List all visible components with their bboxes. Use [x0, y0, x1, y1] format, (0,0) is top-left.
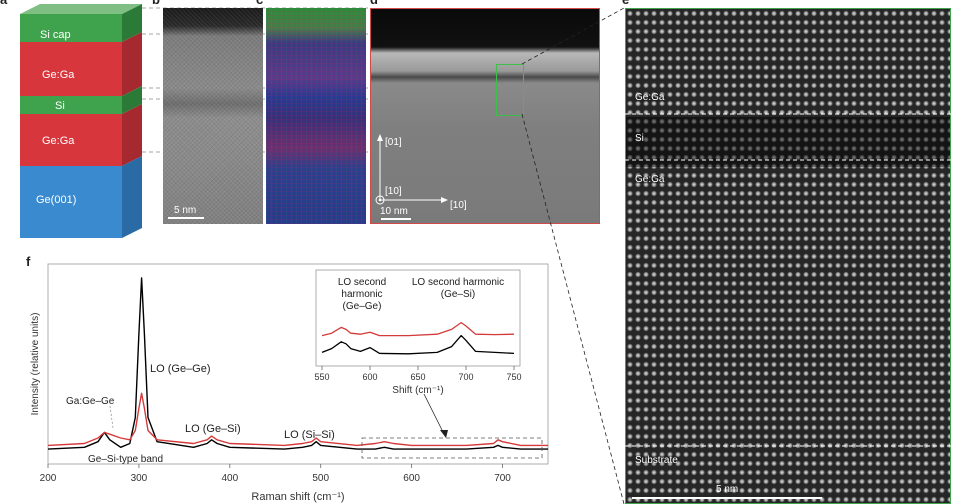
axis-label-10: [10]	[450, 200, 467, 211]
annotation-lo-si-si: LO (Si–Si)	[284, 429, 335, 441]
inset-annotation-3: (Ge–Ge)	[343, 301, 382, 312]
tem-image-grayscale	[163, 8, 263, 224]
roi-box	[496, 64, 524, 116]
inset-tick-label: 600	[362, 372, 377, 382]
stack-label-si: Si	[55, 100, 65, 112]
axis-label-10-out: [10]	[385, 186, 402, 197]
inset-tick-label: 750	[506, 372, 521, 382]
x-tick-label: 300	[131, 473, 148, 484]
y-axis-label: Intensity (relative units)	[30, 313, 41, 416]
stack-layer-ge-ga-top	[20, 32, 142, 96]
inset-annotation-2: harmonic	[341, 289, 382, 300]
x-tick-label: 400	[221, 473, 238, 484]
stack-label-ge-ga-bottom: Ge:Ga	[42, 135, 75, 147]
stack-label-ge-ga-top: Ge:Ga	[42, 69, 75, 81]
inset-tick-label: 650	[410, 372, 425, 382]
inset-annotation-4: LO second harmonic	[412, 277, 504, 288]
crystal-axes	[375, 134, 448, 205]
panel-label-c: c	[256, 0, 263, 7]
inset-annotation-1: LO second	[338, 277, 386, 288]
inset-chart: 550 600 650 700 750 Shift (cm⁻¹) LO second h…	[314, 269, 522, 396]
scale-text-d: 10 nm	[380, 206, 408, 217]
scale-bar-e	[632, 497, 822, 499]
scale-text-b: 5 nm	[174, 205, 197, 216]
inset-annotation-5: (Ge–Si)	[441, 289, 475, 300]
inset-zoom-region	[361, 437, 543, 459]
inset-frame	[315, 269, 521, 367]
stack-layer-ge-substrate	[20, 156, 142, 238]
inset-x-label: Shift (cm⁻¹)	[392, 385, 443, 396]
stack-layer-si	[20, 86, 142, 114]
inset-tick-label: 700	[458, 372, 473, 382]
inset-series-black	[321, 334, 515, 355]
inset-arrow	[423, 393, 445, 435]
series-line-red	[47, 392, 548, 447]
scale-bar-b	[168, 217, 204, 219]
annotation-lo-ge-si: LO (Ge–Si)	[185, 423, 241, 435]
atomic-resolution-image	[625, 8, 951, 504]
panel-label-e: e	[622, 0, 629, 7]
series-line-black	[47, 277, 548, 450]
label-ge-ga-top-e: Ge:Ga	[635, 92, 665, 103]
panel-label-f: f	[26, 254, 31, 269]
inset-series-red	[321, 321, 515, 337]
edx-composition-map	[266, 8, 366, 224]
panel-label-d: d	[370, 0, 378, 7]
label-ge-ga-bottom-e: Ge:Ga	[635, 174, 665, 185]
annotation-ge-si-band: Ge–Si-type band	[88, 454, 163, 465]
stack-layer-si-cap	[20, 4, 142, 42]
inset-tick-label: 550	[314, 372, 329, 382]
annotation-lo-ge-ge: LO (Ge–Ge)	[150, 363, 211, 375]
x-tick-label: 600	[403, 473, 420, 484]
x-axis-label: Raman shift (cm⁻¹)	[251, 491, 344, 503]
label-si-e: Si	[635, 133, 644, 144]
scale-bar-d	[381, 218, 411, 220]
raman-spectrum-chart: 200 300 400 500 600 700 Intensity (relative u…	[30, 263, 549, 503]
x-tick-label: 200	[40, 473, 57, 484]
annotation-leader-ga	[109, 405, 114, 429]
layer-stack-diagram	[20, 4, 142, 238]
plot-frame	[47, 263, 549, 465]
annotation-ga-ge-ge: Ga:Ge–Ge	[66, 396, 115, 407]
x-tick-label: 500	[312, 473, 329, 484]
stem-overview-image	[370, 8, 600, 224]
stack-label-si-cap: Si cap	[40, 29, 71, 41]
axis-label-01: [01]	[385, 137, 402, 148]
x-tick-label: 700	[494, 473, 511, 484]
inset-arrow-head	[440, 430, 448, 438]
layer-boundaries-e	[625, 113, 951, 447]
panel-label-a: a	[0, 0, 7, 7]
stack-label-ge-substrate: Ge(001)	[36, 194, 77, 206]
scale-text-e: 5 nm	[716, 484, 739, 495]
panel-label-b: b	[152, 0, 160, 7]
label-substrate-e: Substrate	[635, 455, 678, 466]
stack-layer-ge-ga-bottom	[20, 104, 142, 166]
